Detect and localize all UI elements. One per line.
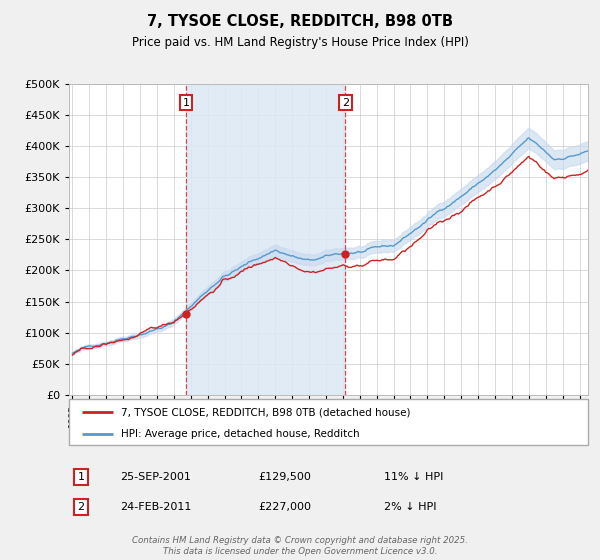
Text: 7, TYSOE CLOSE, REDDITCH, B98 0TB (detached house): 7, TYSOE CLOSE, REDDITCH, B98 0TB (detac… bbox=[121, 407, 410, 417]
Text: 24-FEB-2011: 24-FEB-2011 bbox=[120, 502, 191, 512]
Text: 25-SEP-2001: 25-SEP-2001 bbox=[120, 472, 191, 482]
Text: Price paid vs. HM Land Registry's House Price Index (HPI): Price paid vs. HM Land Registry's House … bbox=[131, 36, 469, 49]
Text: 7, TYSOE CLOSE, REDDITCH, B98 0TB: 7, TYSOE CLOSE, REDDITCH, B98 0TB bbox=[147, 14, 453, 29]
Text: 11% ↓ HPI: 11% ↓ HPI bbox=[384, 472, 443, 482]
Text: 2: 2 bbox=[77, 502, 85, 512]
Text: £129,500: £129,500 bbox=[258, 472, 311, 482]
Text: 2% ↓ HPI: 2% ↓ HPI bbox=[384, 502, 437, 512]
Text: Contains HM Land Registry data © Crown copyright and database right 2025.
This d: Contains HM Land Registry data © Crown c… bbox=[132, 536, 468, 556]
Bar bbox=[186, 84, 346, 395]
Text: 1: 1 bbox=[182, 97, 190, 108]
Text: £227,000: £227,000 bbox=[258, 502, 311, 512]
Text: 2: 2 bbox=[342, 97, 349, 108]
Text: HPI: Average price, detached house, Redditch: HPI: Average price, detached house, Redd… bbox=[121, 429, 359, 439]
Text: 1: 1 bbox=[77, 472, 85, 482]
